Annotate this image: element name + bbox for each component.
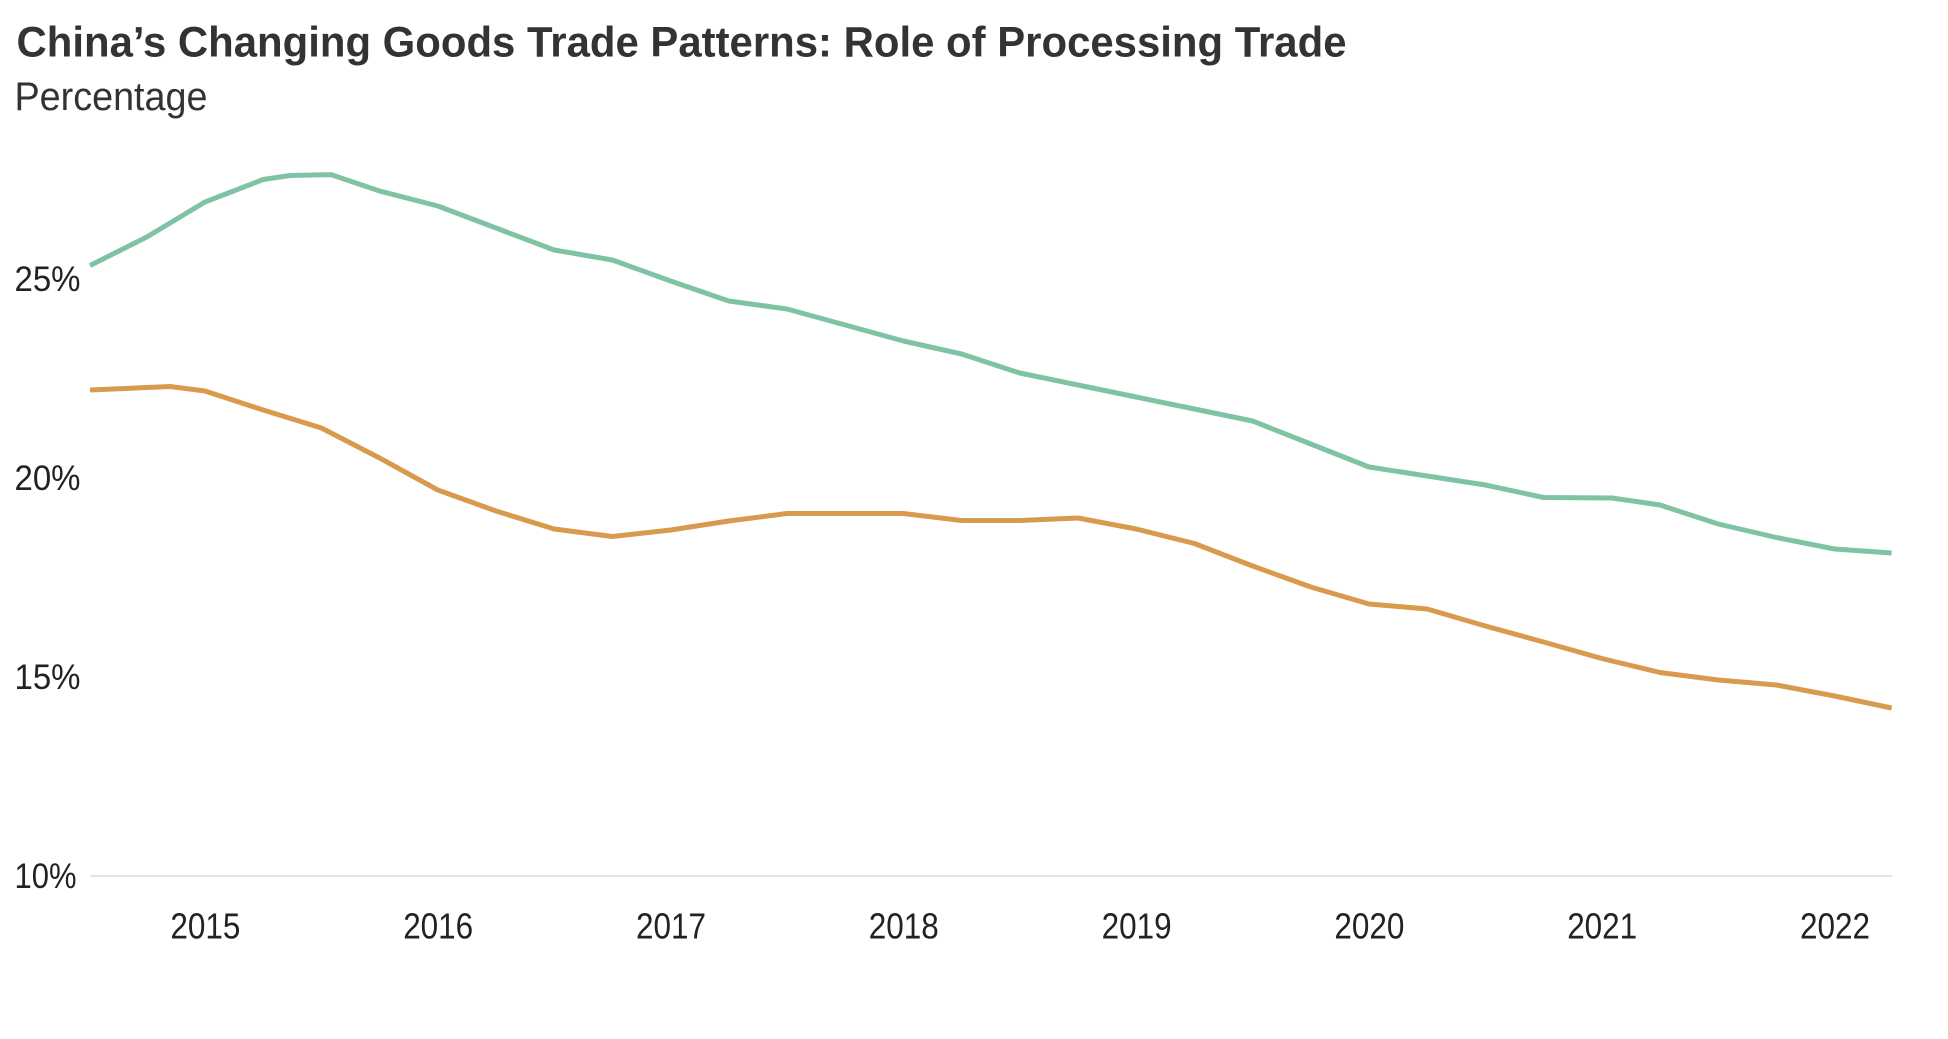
svg-text:2016: 2016: [403, 906, 473, 947]
svg-text:2020: 2020: [1334, 906, 1404, 947]
svg-text:2021: 2021: [1567, 906, 1637, 947]
svg-text:China’s Changing Goods Trade P: China’s Changing Goods Trade Patterns: R…: [17, 19, 1347, 67]
svg-text:2017: 2017: [636, 906, 706, 947]
svg-text:10%: 10%: [15, 857, 77, 896]
svg-text:2022: 2022: [1800, 906, 1870, 947]
svg-text:15%: 15%: [15, 658, 81, 697]
svg-text:2018: 2018: [869, 906, 939, 947]
svg-text:2019: 2019: [1102, 906, 1172, 947]
svg-text:2015: 2015: [170, 906, 240, 947]
svg-text:25%: 25%: [15, 260, 81, 299]
svg-text:Percentage: Percentage: [15, 75, 208, 119]
svg-text:20%: 20%: [15, 459, 81, 498]
